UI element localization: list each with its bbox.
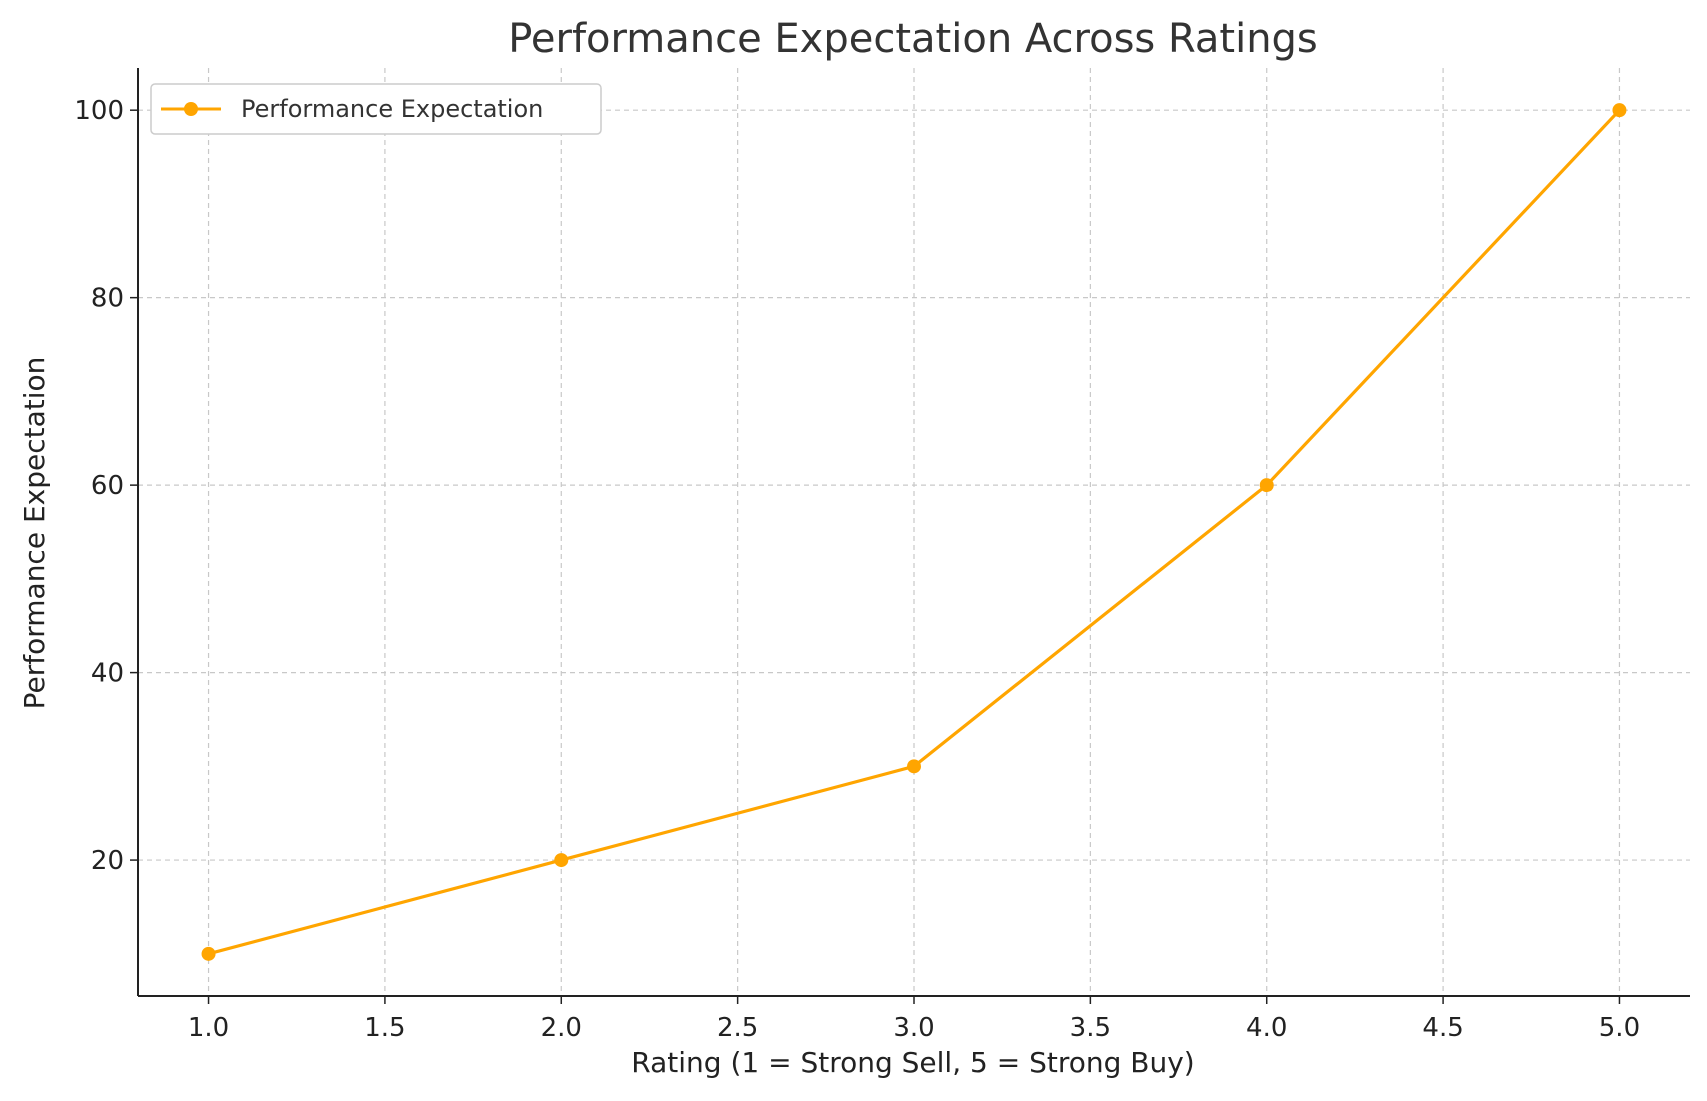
y-axis-title: Performance Expectation	[18, 357, 51, 710]
x-tick-label: 4.5	[1422, 1013, 1463, 1043]
data-point	[201, 946, 216, 961]
data-point	[1259, 478, 1274, 493]
legend-marker-swatch	[184, 102, 198, 116]
legend-box	[150, 83, 602, 135]
x-tick-label: 4.0	[1246, 1013, 1287, 1043]
y-tick-label: 60	[91, 471, 124, 501]
chart-title: Performance Expectation Across Ratings	[508, 16, 1318, 62]
y-tick-label: 80	[91, 284, 124, 314]
x-tick-label: 1.5	[364, 1013, 405, 1043]
data-point	[1612, 103, 1627, 118]
x-tick-label: 2.5	[717, 1013, 758, 1043]
data-point	[554, 853, 569, 868]
x-tick-label: 5.0	[1599, 1013, 1640, 1043]
data-point	[907, 759, 921, 774]
y-tick-label: 40	[91, 659, 124, 689]
y-tick-label: 20	[91, 846, 124, 876]
legend-label: Performance Expectation	[241, 95, 543, 123]
x-axis-ticks: 1.0 1.5 2.0 2.5 3.0 3.5 4.0 4.5 5.0	[188, 996, 1640, 1043]
x-tick-label: 3.5	[1070, 1013, 1111, 1043]
x-axis-title: Rating (1 = Strong Sell, 5 = Strong Buy)	[631, 1046, 1194, 1079]
x-tick-label: 2.0	[541, 1013, 582, 1043]
x-tick-label: 3.0	[893, 1013, 934, 1043]
y-tick-label: 100	[74, 96, 124, 126]
x-tick-label: 1.0	[188, 1013, 229, 1043]
y-axis-ticks: 20 40 60 80 100	[74, 96, 138, 876]
series-layer	[201, 103, 1627, 961]
legend: Performance Expectation	[150, 83, 602, 135]
grid-lines	[138, 68, 1690, 996]
